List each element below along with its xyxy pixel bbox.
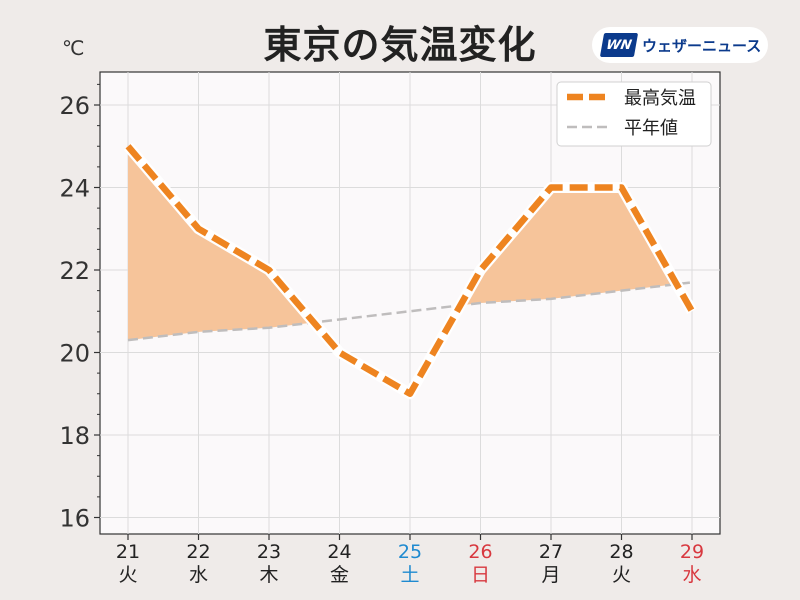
legend-label-max-temp: 最高気温	[624, 88, 696, 109]
x-tick-label-date: 29	[680, 541, 704, 563]
x-tick-label-weekday: 火	[118, 564, 137, 586]
x-tick-label-weekday: 木	[259, 564, 278, 586]
chart-title: 東京の気温変化	[263, 23, 537, 67]
x-tick-label-weekday: 日	[471, 564, 490, 586]
legend-label-normal: 平年値	[624, 118, 678, 139]
x-tick-label-weekday: 月	[541, 564, 560, 586]
above-normal-fill	[460, 187, 677, 306]
x-tick-label-date: 23	[257, 541, 281, 563]
y-tick-label: 18	[59, 422, 90, 450]
y-tick-label: 20	[59, 340, 90, 368]
series-normal-line	[127, 281, 693, 342]
x-tick-label-weekday: 金	[330, 564, 349, 586]
weathernews-logo: WN ウェザーニュース	[592, 27, 768, 63]
x-tick-label-date: 26	[468, 541, 492, 563]
series-max-temp-line	[125, 144, 695, 397]
x-tick-label-date: 25	[398, 541, 422, 563]
y-tick-label: 16	[59, 505, 90, 533]
logo-text: ウェザーニュース	[642, 36, 762, 55]
x-tick-label-weekday: 水	[189, 564, 208, 586]
x-tick-label-date: 28	[609, 541, 633, 563]
x-tick-label-date: 21	[116, 541, 140, 563]
y-axis-unit: ℃	[62, 36, 85, 60]
x-tick-label-weekday: 水	[682, 564, 701, 586]
y-tick-label: 26	[59, 92, 90, 120]
x-tick-label-date: 27	[539, 541, 563, 563]
x-tick-label-weekday: 火	[612, 564, 631, 586]
x-tick-label-weekday: 土	[400, 564, 419, 586]
y-tick-label: 22	[59, 257, 90, 285]
x-tick-label-date: 22	[186, 541, 210, 563]
y-tick-label: 24	[59, 175, 90, 203]
x-tick-label-date: 24	[327, 541, 351, 563]
